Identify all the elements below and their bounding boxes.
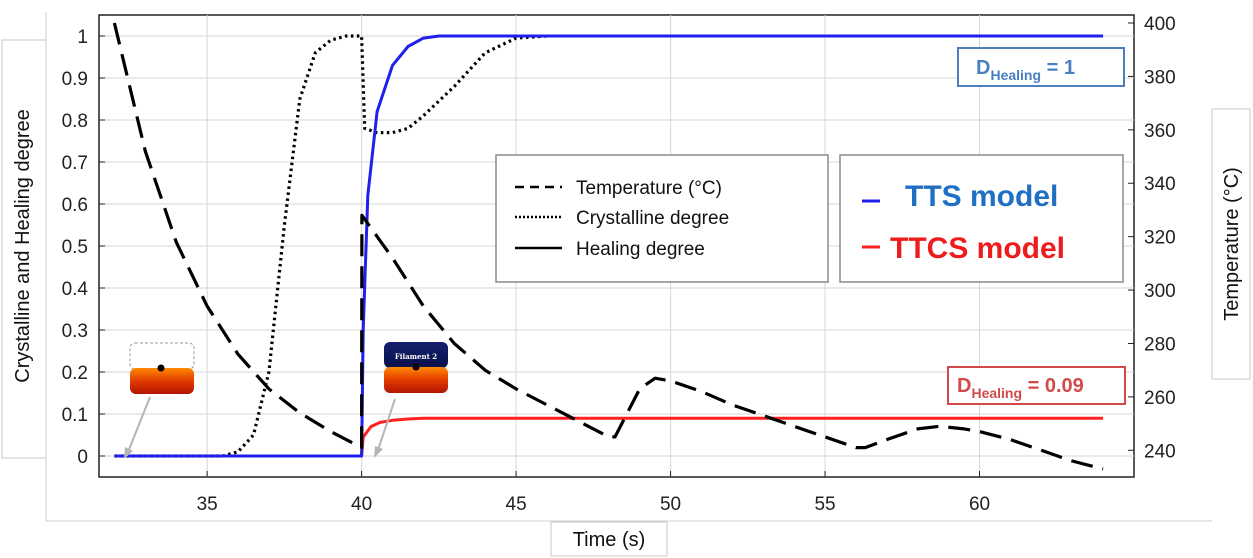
left-axis-label-box <box>1 39 47 459</box>
tts-model-label: TTS model <box>905 180 1058 213</box>
ttcs-healing-annotation: DHealing = 0.09 <box>947 366 1126 405</box>
y-right-axis-label: Temperature (°C) <box>1221 167 1243 321</box>
filament-inset-before <box>124 342 195 459</box>
legend-label-temperature: Temperature (°C) <box>576 178 722 199</box>
y-right-tick-label: 320 <box>1144 228 1176 249</box>
y-left-axis-label: Crystalline and Healing degree <box>12 109 34 383</box>
x-tick-label: 40 <box>351 494 372 515</box>
y-left-tick-label: 0.4 <box>62 279 89 300</box>
series-layer <box>112 22 1104 471</box>
model-legend: TTS model TTCS model <box>839 154 1124 283</box>
y-left-tick-label: 0 <box>77 447 88 468</box>
y-right-tick-label: 260 <box>1144 388 1176 409</box>
right-axis-label-box <box>1211 108 1251 380</box>
x-tick-label: 55 <box>814 494 835 515</box>
y-right-tick-label: 340 <box>1144 174 1176 195</box>
x-tick-label: 60 <box>969 494 990 515</box>
legend-label-crystalline: Crystalline degree <box>576 208 729 229</box>
x-axis-label: Time (s) <box>573 529 646 551</box>
y-right-tick-label: 380 <box>1144 67 1176 88</box>
y-left-tick-label: 0.2 <box>62 363 88 384</box>
legend-label-healing: Healing degree <box>576 239 705 260</box>
series-line-crystalline-degree <box>114 34 548 458</box>
y-left-tick-label: 1 <box>77 27 88 48</box>
svg-text:DHealing = 0.09: DHealing = 0.09 <box>957 375 1084 401</box>
y-right-tick-label: 240 <box>1144 441 1176 462</box>
x-tick-label: 35 <box>197 494 218 515</box>
y-right-tick-label: 400 <box>1144 14 1176 35</box>
series-line-temperature-c <box>112 22 1104 471</box>
filament-inset-after: Filament 2 <box>374 342 448 458</box>
y-left-tick-label: 0.7 <box>62 153 88 174</box>
filament-2-label: Filament 2 <box>395 352 437 361</box>
ttcs-model-label: TTCS model <box>890 232 1065 265</box>
y-left-tick-label: 0.9 <box>62 69 88 90</box>
y-right-tick-label: 280 <box>1144 334 1176 355</box>
svg-text:DHealing = 1: DHealing = 1 <box>976 57 1075 83</box>
line-style-legend: Temperature (°C) Crystalline degree Heal… <box>495 154 829 283</box>
y-right-tick-label: 300 <box>1144 281 1176 302</box>
tts-healing-annotation: DHealing = 1 <box>957 47 1125 87</box>
y-right-tick-label: 360 <box>1144 121 1176 142</box>
x-tick-label: 50 <box>660 494 681 515</box>
x-tick-label: 45 <box>506 494 527 515</box>
y-left-tick-label: 0.8 <box>62 111 88 132</box>
axis-ticks: 35 40 45 50 55 60 0 0.1 0.2 0.3 0.4 0.5 0.6 0.7 0.8 0.9… <box>62 14 1176 515</box>
y-left-tick-label: 0.6 <box>62 195 88 216</box>
y-left-tick-label: 0.3 <box>62 321 88 342</box>
y-left-tick-label: 0.1 <box>62 405 88 426</box>
y-left-tick-label: 0.5 <box>62 237 88 258</box>
x-axis-label-box <box>550 521 668 557</box>
